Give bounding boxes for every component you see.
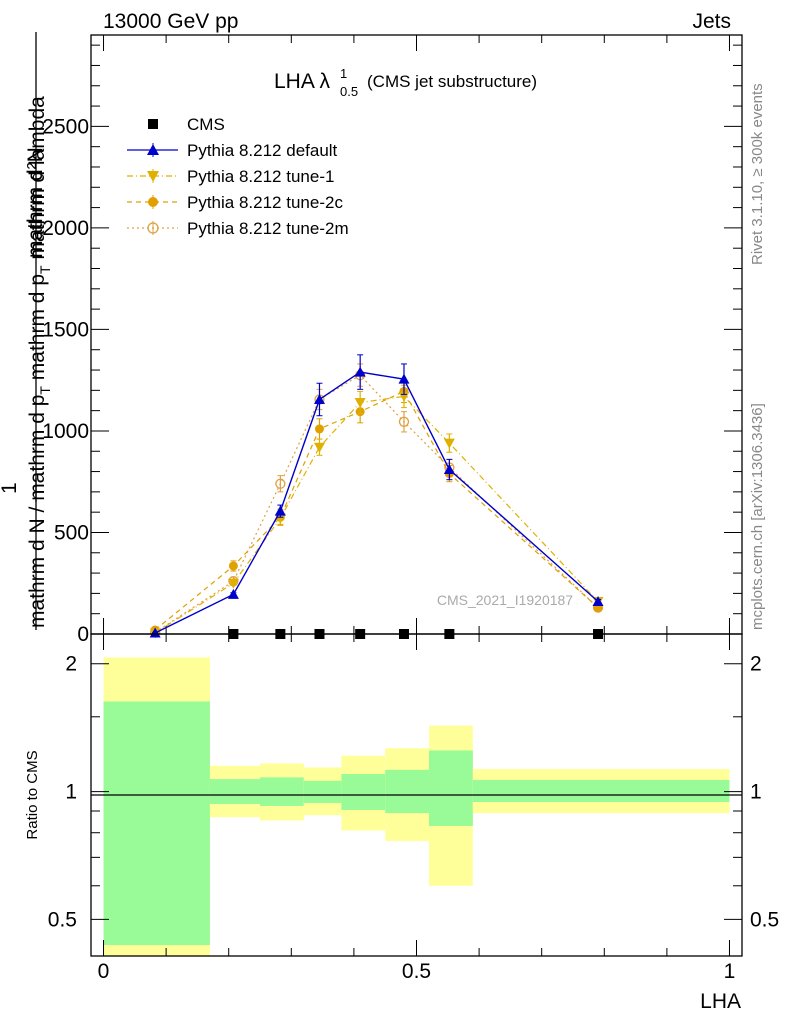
- data-point-pythia-8-212-default: [149, 627, 161, 638]
- header-energy-label: 13000 GeV pp: [103, 10, 238, 33]
- series-line-pythia-8-212-tune-2c: [154, 390, 599, 631]
- data-point-pythia-8-212-default: [398, 373, 410, 384]
- legend-entry-pythia-8-212-tune-1: Pythia 8.212 tune-1: [127, 167, 334, 186]
- ratio-stat-uncertainty-band: [429, 750, 473, 826]
- data-point-pythia-8-212-default: [592, 596, 604, 607]
- data-point-pythia-8-212-tune-2c: [228, 561, 238, 571]
- legend-marker-cms: [148, 119, 158, 129]
- data-point-pythia-8-212-tune-2m: [398, 416, 410, 427]
- ratio-stat-uncertainty-band: [103, 701, 210, 946]
- ratio-stat-uncertainty-band: [472, 779, 730, 803]
- legend-marker-pythia-8-212-tune-1: [147, 171, 159, 182]
- ratio-y-tick-label: 0.5: [48, 908, 77, 931]
- x-tick-label: 0: [98, 960, 110, 983]
- plot-title-main: LHA λ: [274, 70, 331, 93]
- ratio-stat-uncertainty-band: [260, 777, 304, 806]
- data-point-pythia-8-212-tune-1: [227, 578, 239, 589]
- legend-label-pythia-8-212-default: Pythia 8.212 default: [187, 141, 338, 160]
- ratio-y-tick-label-right: 0.5: [750, 908, 779, 931]
- data-point-pythia-8-212-default: [227, 588, 239, 599]
- ratio-stat-uncertainty-band: [209, 779, 261, 804]
- legend-label-pythia-8-212-tune-2m: Pythia 8.212 tune-2m: [187, 219, 349, 238]
- legend-label-cms: CMS: [187, 115, 225, 134]
- legend-marker-pythia-8-212-tune-2c: [148, 197, 158, 207]
- series-line-pythia-8-212-tune-2m: [154, 374, 599, 633]
- analysis-watermark: CMS_2021_I1920187: [437, 592, 573, 608]
- ratio-plot-frame: [90, 633, 743, 957]
- ratio-plot-area: 0.5 0.5 1 1 2 2 0 0.5 1 Ratio to CMS LHA: [24, 633, 779, 1013]
- plot-title: LHA λ 1 0.5 (CMS jet substructure): [274, 66, 537, 99]
- rivet-version-label: Rivet 3.1.10, ≥ 300k events: [749, 83, 766, 265]
- main-y-tick-label: 1000: [42, 420, 89, 443]
- data-point-pythia-8-212-tune-2c: [314, 424, 324, 434]
- legend-marker-pythia-8-212-default: [147, 144, 159, 155]
- data-point-pythia-8-212-tune-1: [354, 398, 366, 409]
- ratio-y-tick-label-right: 1: [750, 781, 762, 804]
- legend-label-pythia-8-212-tune-2c: Pythia 8.212 tune-2c: [187, 193, 343, 212]
- main-y-axis-label: mathrm d²N 1 mathrm d N / mathrm d pT ma…: [0, 32, 53, 630]
- main-plot-area: 0 500 1000 1500 2000 2500 CMS_2021_I1920187 L…: [42, 34, 743, 646]
- legend-marker-pythia-8-212-tune-2m: [147, 222, 159, 234]
- ratio-y-axis-label: Ratio to CMS: [24, 750, 41, 839]
- main-y-tick-label: 2000: [42, 217, 89, 240]
- data-point-pythia-8-212-default: [354, 366, 366, 377]
- data-point-pythia-8-212-tune-1: [313, 442, 325, 453]
- plot-title-subscript: 0.5: [340, 84, 358, 99]
- main-axis-ticks: 0 500 1000 1500 2000 2500: [42, 35, 742, 646]
- ratio-stat-uncertainty-band: [385, 769, 430, 814]
- data-point-pythia-8-212-default: [274, 505, 286, 516]
- ratio-y-tick-label-right: 2: [750, 653, 762, 676]
- data-point-pythia-8-212-tune-2m: [275, 478, 286, 489]
- data-point-pythia-8-212-default: [313, 393, 325, 404]
- plot-title-tail: (CMS jet substructure): [367, 72, 537, 91]
- ratio-y-tick-label: 1: [65, 781, 77, 804]
- x-tick-label: 0.5: [402, 960, 431, 983]
- main-y-tick-label: 1500: [42, 318, 89, 341]
- main-y-tick-label: 2500: [42, 115, 89, 138]
- legend: CMS Pythia 8.212 default Pythia 8.212 tune…: [127, 115, 349, 238]
- mcplots-label: mcplots.cern.ch [arXiv:1306.3436]: [749, 403, 766, 630]
- plot-title-superscript: 1: [340, 66, 347, 81]
- series-line-pythia-8-212-default: [154, 371, 599, 634]
- ratio-bands-group: [103, 657, 730, 956]
- x-tick-label: 1: [724, 960, 736, 983]
- header-jets-label: Jets: [692, 10, 731, 33]
- ratio-stat-uncertainty-band: [341, 773, 386, 810]
- data-point-pythia-8-212-default: [443, 464, 455, 475]
- ratio-y-tick-label: 2: [65, 653, 77, 676]
- legend-entry-pythia-8-212-default: Pythia 8.212 default: [127, 141, 338, 160]
- x-axis-label: LHA: [700, 990, 741, 1013]
- y-label-one: 1: [0, 482, 21, 494]
- data-point-pythia-8-212-tune-1: [443, 438, 455, 449]
- legend-entry-cms: CMS: [148, 115, 225, 134]
- ratio-stat-uncertainty-band: [303, 780, 342, 803]
- main-y-tick-label: 0: [77, 623, 89, 646]
- legend-entry-pythia-8-212-tune-2c: Pythia 8.212 tune-2c: [127, 193, 343, 212]
- legend-entry-pythia-8-212-tune-2m: Pythia 8.212 tune-2m: [127, 219, 349, 238]
- legend-label-pythia-8-212-tune-1: Pythia 8.212 tune-1: [187, 167, 334, 186]
- series-line-pythia-8-212-tune-1: [154, 395, 599, 634]
- ratio-axis-ticks: 0.5 0.5 1 1 2 2 0 0.5 1: [48, 634, 779, 983]
- y-label-denominator: mathrm d N / mathrm d pT mathrm d pT mat…: [26, 96, 53, 628]
- series-pythia-8-212-default: [149, 354, 604, 638]
- main-y-tick-label: 500: [54, 521, 89, 544]
